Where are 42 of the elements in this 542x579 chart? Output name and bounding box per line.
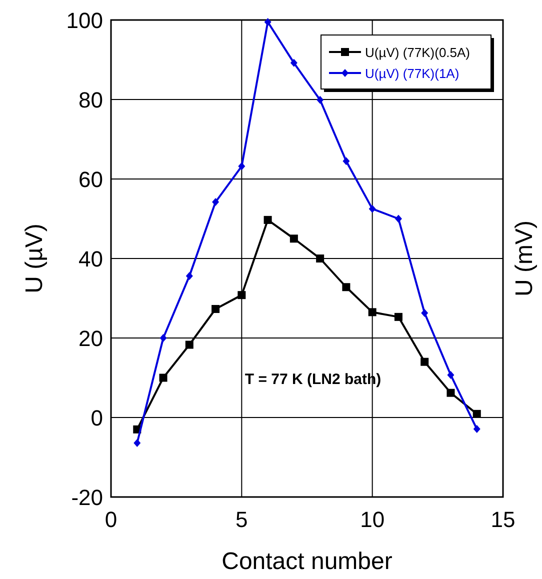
point [394, 312, 402, 321]
text: U (mV) [511, 220, 538, 296]
y-tick-label: 60 [78, 167, 103, 192]
y-tick-label: -20 [71, 485, 103, 510]
legend-label: U(µV) (77K)(1A) [365, 66, 460, 81]
point [159, 374, 168, 382]
point [446, 388, 455, 397]
point [290, 58, 298, 67]
point [368, 204, 376, 213]
point [134, 438, 141, 447]
point [368, 308, 376, 316]
point [212, 198, 220, 206]
x-tick-label: 10 [360, 507, 385, 532]
point [316, 254, 324, 262]
point [447, 370, 454, 379]
x-tick-label: 15 [490, 507, 516, 532]
y-tick-label: 80 [78, 88, 103, 112]
y-tick-label: 20 [78, 326, 103, 351]
point [421, 308, 428, 317]
x-axis-title: Contact number [222, 548, 392, 575]
point [290, 234, 298, 243]
point [342, 283, 350, 292]
point [238, 162, 246, 170]
point [394, 214, 402, 223]
y-tick-label: 40 [78, 246, 103, 272]
point [472, 410, 481, 418]
legend-label: U(µV) (77K)(0.5A) [365, 45, 470, 60]
x-tick-label: 5 [236, 507, 248, 532]
y-tick-label: 0 [90, 406, 103, 430]
point [212, 304, 220, 313]
point [264, 216, 272, 224]
point [473, 425, 480, 434]
point [160, 334, 167, 342]
point [185, 340, 194, 349]
point [264, 18, 272, 26]
point [342, 157, 350, 166]
point [238, 291, 246, 300]
point [420, 358, 429, 366]
y-tick-label: 100 [66, 8, 103, 33]
point [186, 272, 193, 280]
y-axis-title: U (µV) [21, 224, 48, 294]
point [316, 96, 324, 104]
